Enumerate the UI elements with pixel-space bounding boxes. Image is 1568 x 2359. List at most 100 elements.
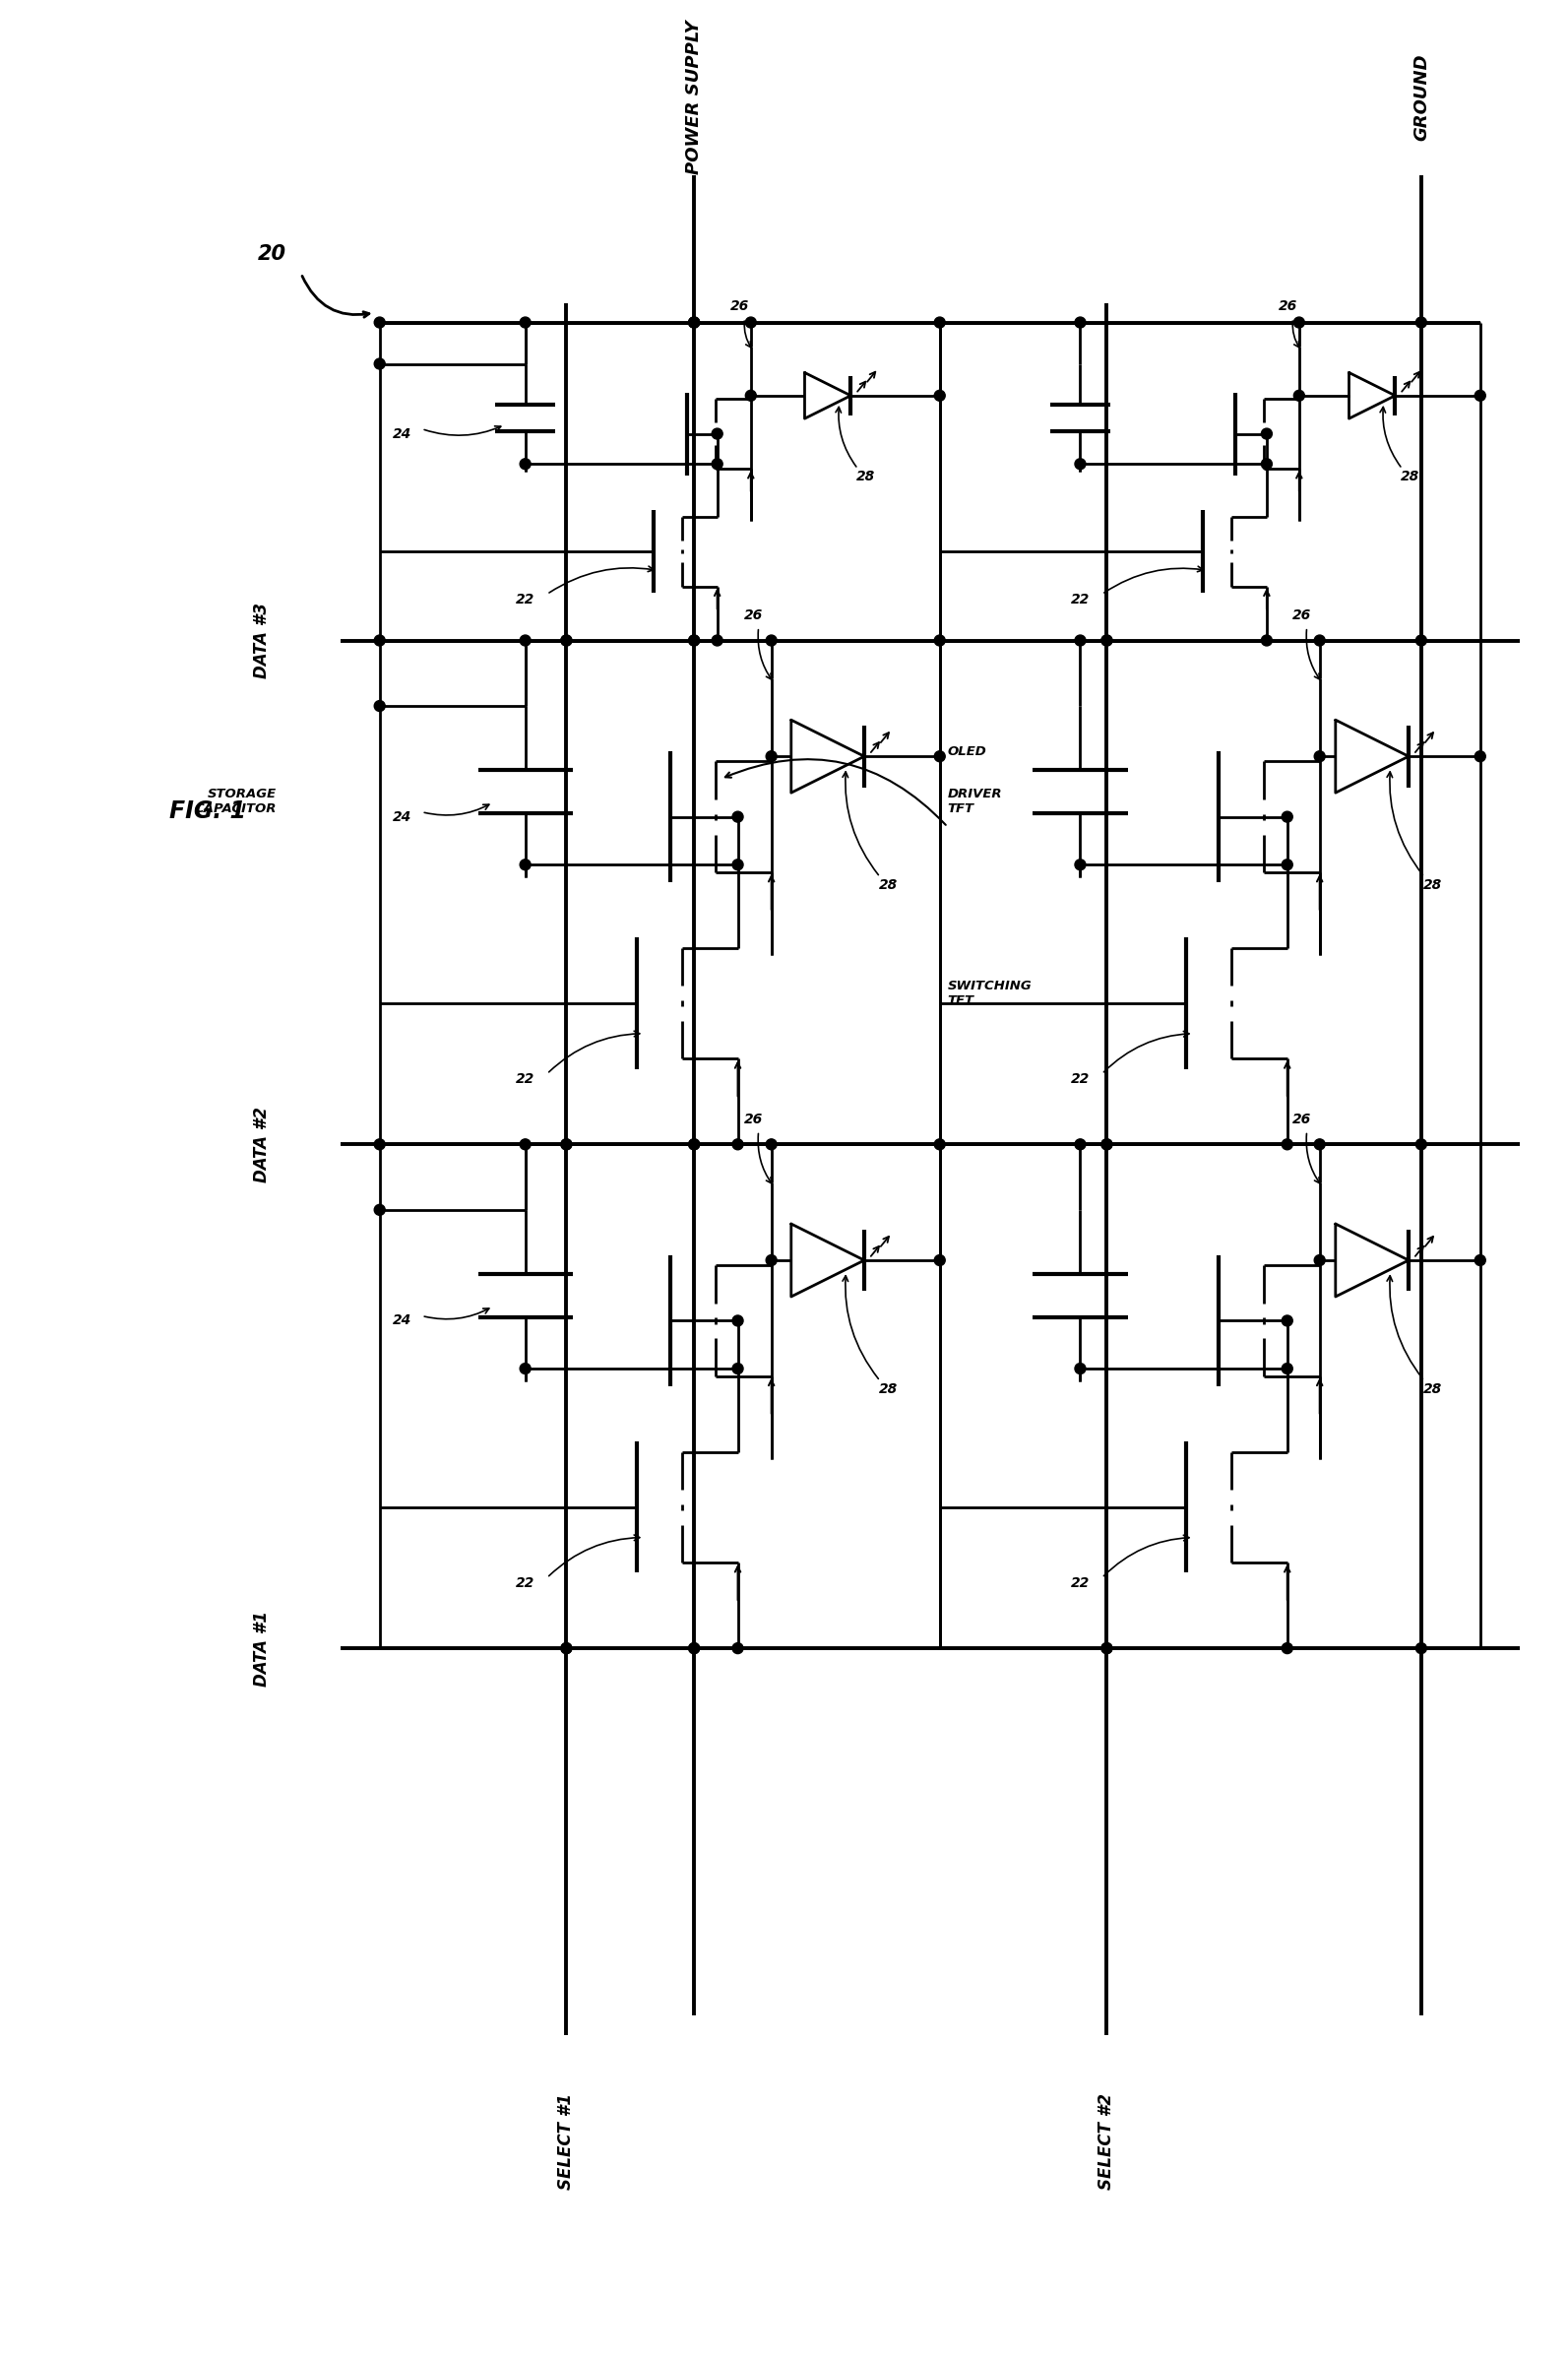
Text: SELECT #1: SELECT #1 [558,2092,575,2189]
Circle shape [1074,1139,1085,1149]
Circle shape [375,635,386,646]
Circle shape [521,859,530,870]
Text: 22: 22 [516,1071,535,1085]
Circle shape [1281,859,1292,870]
Circle shape [688,1139,699,1149]
Circle shape [1074,458,1085,469]
Circle shape [1281,1316,1292,1326]
Circle shape [1101,1642,1112,1654]
Circle shape [767,1255,776,1267]
Circle shape [1261,429,1272,439]
Circle shape [1475,389,1485,401]
Text: DRIVER
TFT: DRIVER TFT [947,788,1002,816]
Circle shape [1281,1364,1292,1373]
Text: 28: 28 [878,1382,897,1397]
Circle shape [767,1139,776,1149]
Text: 28: 28 [856,469,875,484]
Circle shape [1294,389,1305,401]
Text: DATA #2: DATA #2 [252,1106,271,1182]
Text: 20: 20 [257,243,285,264]
Circle shape [732,811,743,823]
Circle shape [1416,1139,1427,1149]
Text: 28: 28 [1422,878,1441,892]
Circle shape [935,1255,946,1267]
Circle shape [561,635,572,646]
Text: 26: 26 [731,300,750,314]
Circle shape [561,635,572,646]
Circle shape [935,750,946,762]
Circle shape [732,1139,743,1149]
Text: 24: 24 [392,427,411,441]
Circle shape [521,458,530,469]
Circle shape [561,1139,572,1149]
Circle shape [521,1139,530,1149]
Circle shape [1074,859,1085,870]
Text: SWITCHING
TFT: SWITCHING TFT [947,979,1032,1007]
Circle shape [1416,316,1427,328]
Text: 28: 28 [1400,469,1419,484]
Text: 22: 22 [1071,1071,1090,1085]
Text: 26: 26 [1292,1113,1311,1125]
Circle shape [1314,750,1325,762]
Text: 24: 24 [392,1314,411,1328]
Circle shape [521,635,530,646]
Circle shape [732,1642,743,1654]
Circle shape [1314,635,1325,646]
Circle shape [1314,1139,1325,1149]
Circle shape [375,316,386,328]
Circle shape [561,1139,572,1149]
Circle shape [935,316,946,328]
Circle shape [935,1139,946,1149]
Circle shape [712,458,723,469]
Circle shape [1074,635,1085,646]
Circle shape [688,635,699,646]
Circle shape [1416,635,1427,646]
Circle shape [1281,811,1292,823]
Text: GROUND: GROUND [1413,54,1430,142]
Circle shape [375,1139,386,1149]
Circle shape [375,359,386,368]
Circle shape [1101,1139,1112,1149]
Circle shape [1281,1642,1292,1654]
Circle shape [1101,635,1112,646]
Circle shape [935,389,946,401]
Circle shape [935,635,946,646]
Circle shape [732,1316,743,1326]
Text: SELECT #2: SELECT #2 [1098,2092,1116,2189]
Circle shape [688,1642,699,1654]
Circle shape [712,635,723,646]
Circle shape [767,750,776,762]
Text: 22: 22 [1071,592,1090,606]
Circle shape [1281,1139,1292,1149]
Text: FIG. 1: FIG. 1 [169,800,246,823]
Circle shape [688,1139,699,1149]
Text: 26: 26 [745,1113,764,1125]
Text: 22: 22 [1071,1576,1090,1590]
Circle shape [745,316,756,328]
Circle shape [375,701,386,712]
Circle shape [688,635,699,646]
Circle shape [767,635,776,646]
Text: POWER SUPPLY: POWER SUPPLY [685,21,702,175]
Circle shape [1074,316,1085,328]
Circle shape [375,1205,386,1215]
Circle shape [1475,1255,1485,1267]
Circle shape [561,1642,572,1654]
Circle shape [1074,1364,1085,1373]
Text: DATA #1: DATA #1 [252,1611,271,1687]
Circle shape [712,429,723,439]
Circle shape [1101,1139,1112,1149]
Circle shape [732,859,743,870]
Text: 22: 22 [516,592,535,606]
Circle shape [688,316,699,328]
Text: 22: 22 [516,1576,535,1590]
Text: 24: 24 [392,809,411,823]
Text: 26: 26 [745,609,764,623]
Circle shape [1314,1255,1325,1267]
Text: 26: 26 [1278,300,1297,314]
Text: STORAGE
CAPACITOR: STORAGE CAPACITOR [194,788,276,816]
Circle shape [1475,750,1485,762]
Text: 28: 28 [1422,1382,1441,1397]
Circle shape [688,316,699,328]
Circle shape [1261,635,1272,646]
